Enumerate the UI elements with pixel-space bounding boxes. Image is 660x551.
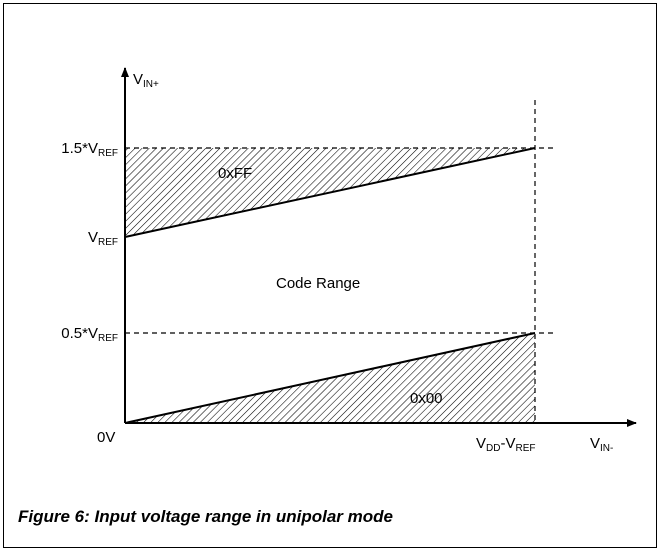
x-label: VDD-VREF: [476, 435, 535, 454]
region-label: Code Range: [276, 275, 360, 292]
y-label: VREF: [88, 229, 118, 248]
x-axis-title: VIN-: [590, 435, 613, 454]
y-label: 1.5*VREF: [61, 140, 118, 159]
y-label: 0V: [97, 429, 115, 446]
upper-limit: [124, 147, 536, 238]
y-label: 0.5*VREF: [61, 325, 118, 344]
region-label: 0x00: [410, 390, 443, 407]
caption: Figure 6: Input voltage range in unipola…: [18, 507, 393, 526]
region-label: 0xFF: [218, 165, 252, 182]
frame: [3, 3, 657, 548]
lower-limit: [124, 332, 536, 424]
y-axis-title: VIN+: [133, 71, 159, 90]
